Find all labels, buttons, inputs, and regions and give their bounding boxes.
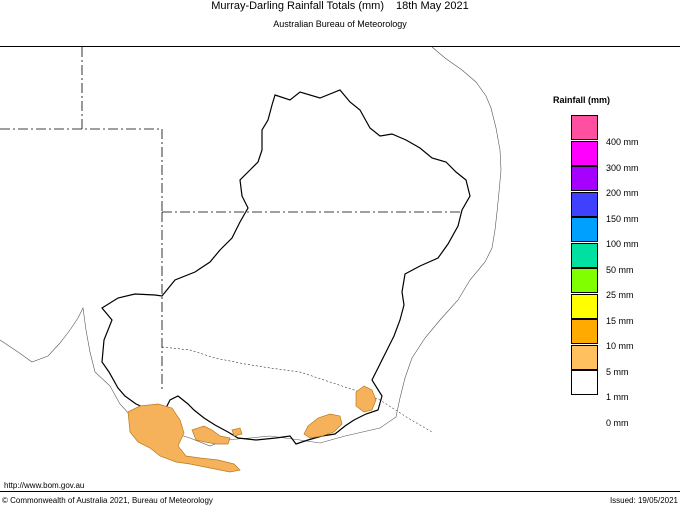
border-nsw-vic bbox=[161, 346, 433, 433]
legend-label: 5 mm bbox=[606, 366, 629, 377]
legend-swatch bbox=[571, 166, 598, 191]
legend-swatch bbox=[571, 140, 598, 166]
copyright-notice: © Commonwealth of Australia 2021, Bureau… bbox=[2, 496, 213, 505]
issued-date: Issued: 19/05/2021 bbox=[609, 496, 678, 505]
title-date: 18th May 2021 bbox=[396, 0, 469, 12]
rain-area-northeast bbox=[355, 385, 377, 413]
legend-title: Rainfall (mm) bbox=[553, 95, 611, 105]
legend-swatch bbox=[571, 217, 598, 242]
legend-label: 10 mm bbox=[606, 341, 634, 351]
bom-url[interactable]: http://www.bom.gov.au bbox=[4, 481, 85, 490]
legend-swatch bbox=[571, 268, 598, 293]
legend-label: 0 mm bbox=[606, 417, 629, 428]
legend-label: 50 mm bbox=[606, 264, 634, 275]
map-title: Murray-Darling Rainfall Totals (mm) 18th … bbox=[0, 0, 680, 31]
legend-label: 100 mm bbox=[606, 239, 639, 249]
map-frame bbox=[0, 46, 680, 492]
legend-swatch bbox=[571, 191, 598, 217]
legend-label: 15 mm bbox=[606, 315, 634, 326]
legend-label: 150 mm bbox=[606, 213, 639, 224]
rain-area-small bbox=[231, 427, 243, 437]
subtitle: Australian Bureau of Meteorology bbox=[273, 19, 407, 29]
title-line: Murray-Darling Rainfall Totals (mm) 18th … bbox=[0, 0, 680, 13]
coastline bbox=[0, 46, 502, 447]
legend-swatch bbox=[571, 115, 598, 140]
legend-swatch bbox=[571, 370, 598, 395]
rain-area-east bbox=[303, 413, 343, 439]
legend-swatch bbox=[571, 344, 598, 370]
legend-swatch bbox=[571, 242, 598, 268]
rainfall-areas bbox=[127, 385, 377, 473]
state-borders bbox=[0, 47, 460, 392]
legend-label: 1 mm bbox=[606, 392, 629, 402]
legend-label: 200 mm bbox=[606, 188, 639, 198]
basin-outline bbox=[101, 89, 471, 445]
legend-swatch bbox=[571, 293, 598, 319]
legend-label: 400 mm bbox=[606, 137, 639, 147]
legend-swatch bbox=[571, 319, 598, 344]
legend-label: 300 mm bbox=[606, 162, 639, 173]
title-text: Murray-Darling Rainfall Totals (mm) bbox=[211, 0, 384, 12]
rain-area-southwest bbox=[127, 403, 241, 473]
rain-area-central bbox=[191, 425, 231, 445]
legend-label: 25 mm bbox=[606, 290, 634, 300]
